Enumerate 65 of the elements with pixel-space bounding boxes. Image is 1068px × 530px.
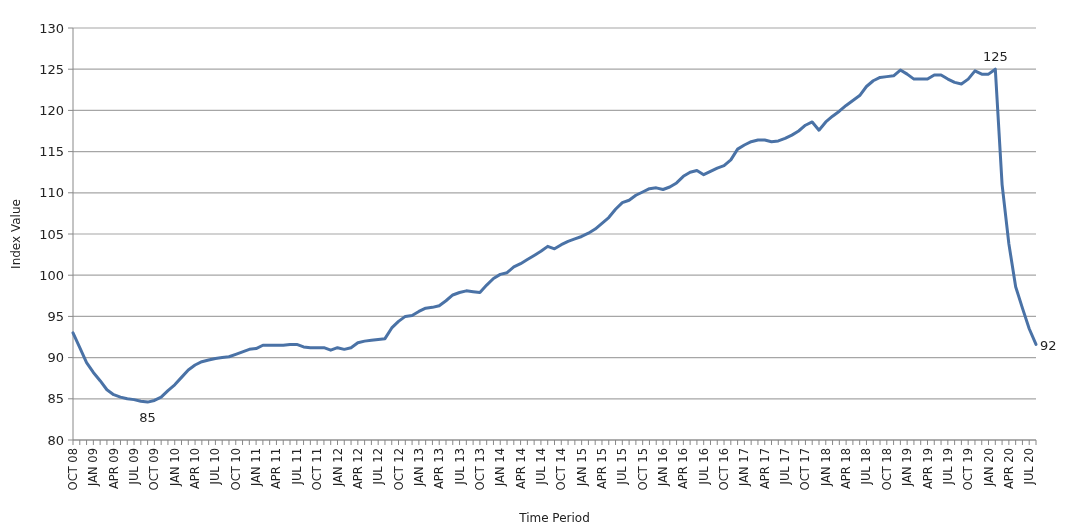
x-tick-label: APR 18	[839, 448, 854, 490]
y-tick-label: 120	[39, 102, 64, 118]
x-tick-label: JUL 14	[533, 448, 548, 486]
y-tick-label: 105	[39, 226, 64, 242]
data-label: 125	[982, 49, 1008, 65]
y-tick-label: 85	[47, 391, 64, 407]
x-tick-label: APR 12	[350, 448, 365, 490]
x-tick-label: APR 16	[676, 448, 691, 490]
x-tick-label: APR 13	[432, 448, 447, 490]
x-tick-label: JUL 20	[1022, 448, 1037, 486]
x-tick-label: APR 09	[106, 448, 121, 490]
x-tick-label: JAN 10	[167, 448, 182, 487]
x-tick-label: JUL 18	[859, 448, 874, 486]
x-tick-label: OCT 10	[228, 448, 243, 491]
x-tick-label: JAN 15	[574, 448, 589, 487]
x-tick-label: APR 11	[269, 448, 284, 490]
x-tick-label: JAN 19	[900, 448, 915, 487]
x-tick-label: JUL 11	[289, 448, 304, 486]
x-tick-label: APR 14	[513, 448, 528, 490]
x-tick-label: OCT 13	[472, 448, 487, 491]
x-tick-label: JAN 17	[737, 448, 752, 487]
x-tick-label: OCT 08	[66, 448, 81, 491]
x-tick-label: OCT 19	[961, 448, 976, 491]
x-tick-label: APR 19	[920, 448, 935, 490]
x-tick-label: OCT 14	[554, 448, 569, 491]
line-series	[71, 67, 1038, 404]
x-tick-label: JUL 09	[127, 448, 142, 486]
y-tick-label: 95	[47, 308, 64, 324]
x-tick-label: JUL 17	[778, 448, 793, 486]
x-tick-label: JAN 20	[981, 448, 996, 487]
x-tick-label: JUL 16	[696, 448, 711, 486]
x-tick-label: JUL 15	[615, 448, 630, 486]
y-tick-label: 115	[39, 144, 64, 160]
x-tick-label: JAN 13	[411, 448, 426, 487]
x-tick-label: OCT 15	[635, 448, 650, 491]
x-tick-label: JAN 18	[818, 448, 833, 487]
x-tick-label: JAN 11	[249, 448, 264, 487]
x-tick-label: OCT 17	[798, 448, 813, 491]
y-axis-title: Index Value	[9, 199, 23, 269]
x-tick-label: JAN 16	[656, 448, 671, 487]
x-tick-label: OCT 12	[391, 448, 406, 491]
x-tick-label: JAN 09	[86, 448, 101, 487]
y-tick-label: 130	[39, 20, 64, 36]
y-tick-label: 100	[39, 267, 64, 283]
data-label: 85	[139, 410, 156, 426]
data-label: 92	[1040, 338, 1057, 354]
x-tick-label: OCT 18	[879, 448, 894, 491]
x-tick-label: JUL 12	[371, 448, 386, 486]
x-tick-label: OCT 11	[310, 448, 325, 491]
x-tick-label: JUL 10	[208, 448, 223, 486]
y-tick-label: 110	[39, 185, 64, 201]
x-axis-title: Time Period	[518, 511, 590, 525]
y-tick-label: 90	[47, 350, 64, 366]
y-tick-label: 125	[39, 61, 64, 77]
x-tick-label: APR 20	[1001, 448, 1016, 490]
x-tick-label: OCT 16	[717, 448, 732, 491]
x-tick-label: JAN 12	[330, 448, 345, 487]
x-tick-label: OCT 09	[147, 448, 162, 491]
x-tick-label: JUL 19	[940, 448, 955, 486]
y-tick-label: 80	[47, 432, 64, 448]
x-tick-label: JUL 13	[452, 448, 467, 486]
x-tick-label: APR 15	[595, 448, 609, 490]
x-tick-label: APR 17	[757, 448, 772, 490]
x-tick-label: APR 10	[188, 448, 203, 490]
x-tick-label: JAN 14	[493, 448, 508, 487]
